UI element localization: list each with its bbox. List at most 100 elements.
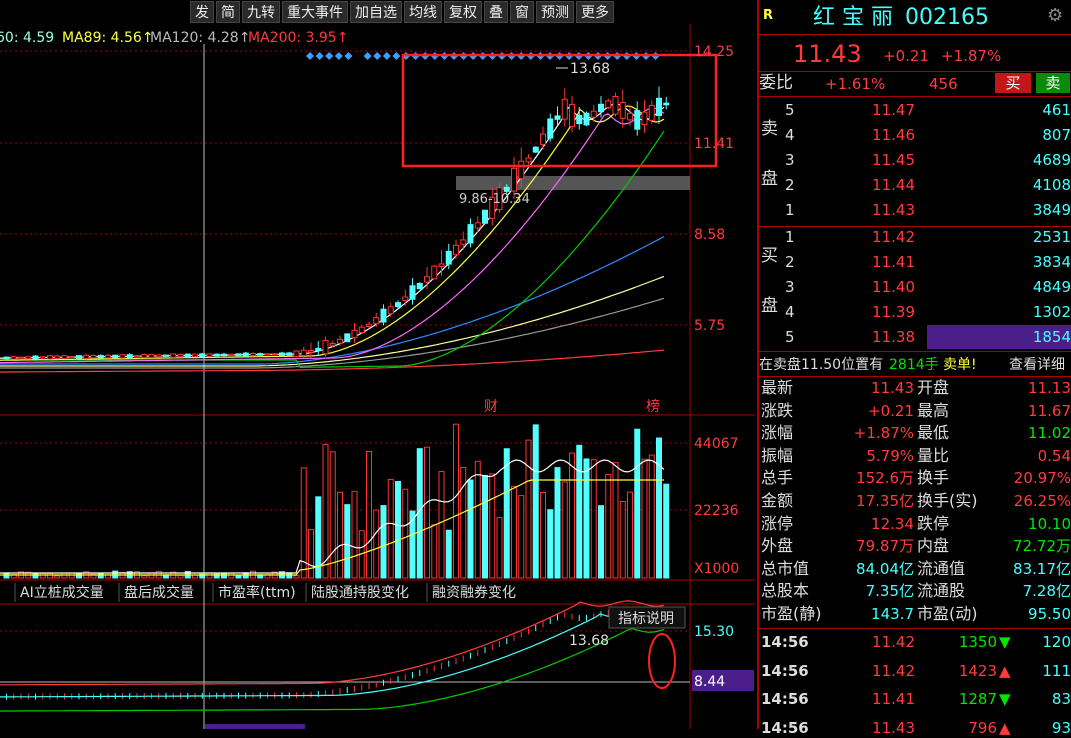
- volume-bar: [293, 575, 300, 579]
- candle-body: [641, 111, 648, 126]
- volume-axis-label: 22236: [694, 503, 739, 519]
- tick-volume: 1423: [958, 661, 997, 680]
- indicator-button[interactable]: 指标说明: [618, 611, 674, 627]
- candle-body: [68, 355, 75, 359]
- candle-body: [148, 353, 155, 359]
- candle-body: [482, 209, 488, 224]
- price-axis-label: 14.25: [694, 44, 734, 60]
- volume-bar: [315, 496, 322, 579]
- indicator-tab[interactable]: AI立桩成交量: [20, 584, 104, 601]
- volume-bar: [590, 459, 597, 579]
- volume-bar: [322, 443, 329, 579]
- candle-body: [61, 355, 68, 360]
- tick-price: 11.42: [872, 633, 915, 651]
- tick-count: 111: [1042, 661, 1071, 680]
- stat-label: 涨停: [761, 513, 794, 533]
- candle-body: [598, 103, 604, 113]
- toolbar-button[interactable]: 更多: [576, 1, 614, 23]
- volume-bar: [300, 467, 307, 579]
- stat-label: 换手: [917, 468, 950, 488]
- candle-body: [605, 100, 612, 109]
- candle-body: [576, 115, 583, 125]
- candle-body: [366, 323, 372, 328]
- candle-body: [119, 354, 126, 359]
- stat-value: 95.50: [1028, 605, 1071, 623]
- book-price: 11.42: [872, 228, 915, 246]
- ma-line: [0, 130, 665, 369]
- toolbar[interactable]: 发简九转 重大事件 加自选 均线 复权叠窗预测 更多: [190, 1, 614, 23]
- volume-bar: [90, 573, 97, 579]
- book-price: 11.45: [872, 151, 915, 169]
- volume-bar: [525, 439, 532, 579]
- toolbar-button[interactable]: 加自选: [350, 1, 402, 23]
- toolbar-button[interactable]: 均线: [404, 1, 442, 23]
- candle-body: [315, 347, 322, 352]
- volume-bar: [619, 500, 626, 579]
- volume-bar: [503, 448, 510, 579]
- book-volume: 3834: [1032, 253, 1071, 271]
- settings-icon[interactable]: ⚙: [1047, 5, 1064, 26]
- stat-label: 涨幅: [761, 423, 794, 443]
- ma-legend: MA120: 4.28↑: [150, 30, 250, 46]
- toolbar-button[interactable]: 预测: [536, 1, 574, 23]
- volume-axis-label: X1000: [694, 561, 739, 577]
- candle-body: [511, 167, 517, 192]
- book-price: 11.43: [872, 201, 915, 219]
- stat-value: 79.87万: [856, 537, 914, 556]
- book-volume: 3849: [1032, 201, 1071, 219]
- sell-button[interactable]: 卖: [1036, 73, 1070, 93]
- indicator-tab[interactable]: 市盈率(ttm): [218, 584, 296, 601]
- candle-body: [627, 112, 633, 121]
- candle-body: [460, 239, 467, 245]
- stat-value: 12.34: [871, 514, 914, 533]
- candle-body: [547, 118, 554, 139]
- notice: 在卖盘11.50位置有: [759, 357, 884, 373]
- toolbar-button[interactable]: 叠: [484, 1, 508, 23]
- indicator-axis-label: 8.44: [694, 674, 725, 690]
- tick-count: 120: [1042, 633, 1071, 651]
- candle-body: [250, 353, 256, 357]
- volume-bar: [540, 491, 546, 579]
- volume-bar: [308, 529, 314, 579]
- toolbar-button[interactable]: 复权: [444, 1, 482, 23]
- book-price: 11.38: [872, 328, 915, 346]
- candle-body: [489, 196, 496, 219]
- candle-body: [18, 356, 24, 359]
- divider: [759, 628, 1071, 629]
- candle-body: [402, 296, 409, 301]
- stat-label: 量比: [917, 445, 950, 465]
- candle-body: [525, 157, 532, 163]
- book-volume: 1854: [1032, 328, 1071, 346]
- tick-volume: 796: [968, 718, 997, 737]
- indicator-tab[interactable]: 融资融券变化: [432, 585, 516, 601]
- detail-link[interactable]: 查看详细: [1009, 357, 1065, 373]
- indicator-tab[interactable]: 陆股通持股变化: [311, 585, 409, 601]
- indicator-axis-label: 15.30: [694, 624, 734, 640]
- tick-arrow: ▲: [999, 661, 1011, 680]
- toolbar-button[interactable]: 九转: [242, 1, 280, 23]
- toolbar-button[interactable]: 窗: [510, 1, 534, 23]
- volume-bar: [3, 573, 10, 579]
- indicator-tab[interactable]: 盘后成交量: [124, 584, 194, 601]
- tick-volume: 1287: [958, 690, 997, 708]
- book-volume: 807: [1042, 126, 1071, 144]
- candle-body: [424, 276, 430, 283]
- toolbar-button[interactable]: 简: [216, 1, 240, 23]
- level: 1: [785, 228, 795, 246]
- stat-value: 0.54: [1037, 446, 1071, 465]
- stat-value: 17.35亿: [856, 492, 914, 510]
- stat-value: 11.67: [1028, 401, 1071, 420]
- toolbar-button[interactable]: 重大事件: [282, 1, 348, 23]
- buy-button[interactable]: 买: [995, 73, 1031, 93]
- volume-bar: [474, 460, 481, 579]
- volume-bar: [344, 504, 351, 579]
- stat-label: 总股本: [761, 581, 810, 601]
- tick-price: 11.41: [872, 690, 915, 708]
- volume-bar: [627, 491, 633, 579]
- stat-label: 最高: [917, 400, 950, 420]
- volume-bar: [351, 490, 358, 579]
- toolbar-button[interactable]: 发: [190, 1, 214, 23]
- candle-body: [329, 342, 336, 346]
- candle-body: [496, 187, 503, 211]
